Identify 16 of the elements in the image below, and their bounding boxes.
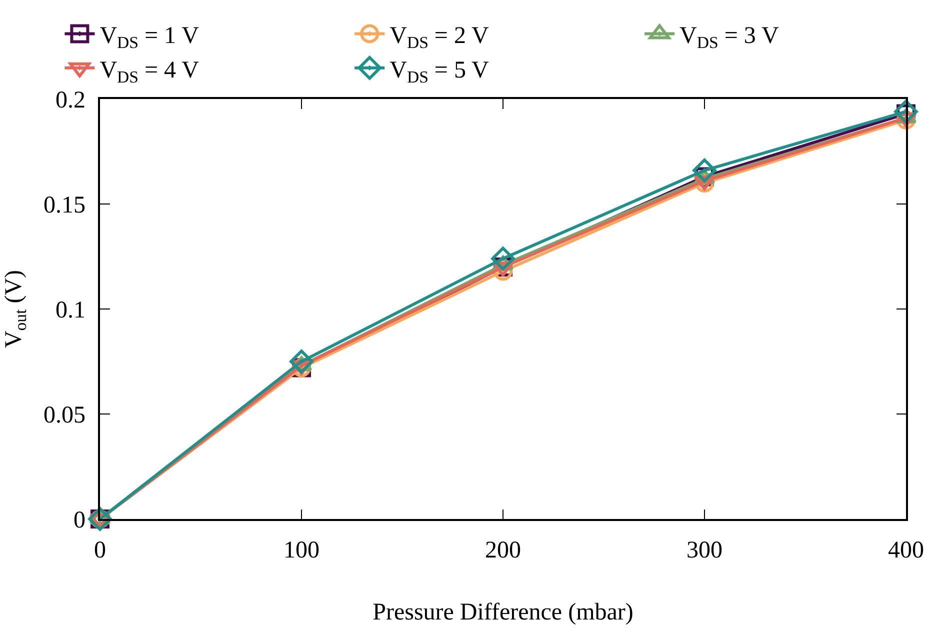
y-tick-label: 0.2	[55, 87, 86, 114]
x-axis-title: Pressure Difference (mbar)	[372, 599, 634, 626]
legend-label: V$_{DS}$ = 4 V	[100, 57, 200, 86]
y-tick-label: 0.15	[43, 192, 86, 218]
legend-label: V$_{DS}$ = 3 V	[680, 23, 780, 52]
x-tick-label: 0	[94, 538, 106, 564]
legend-label: V$_{DS}$ = 5 V	[390, 57, 490, 86]
x-tick-label: 100	[284, 538, 320, 564]
x-tick-label: 400	[888, 538, 924, 564]
x-tick-label: 300	[686, 538, 722, 564]
y-tick-label: 0.05	[43, 402, 86, 428]
legend-label: V$_{DS}$ = 2 V	[390, 23, 490, 52]
y-tick-label: 0	[73, 507, 86, 534]
legend-label: V$_{DS}$ = 1 V	[100, 23, 200, 52]
y-tick-label: 0.1	[55, 297, 86, 324]
x-tick-label: 200	[485, 538, 521, 564]
